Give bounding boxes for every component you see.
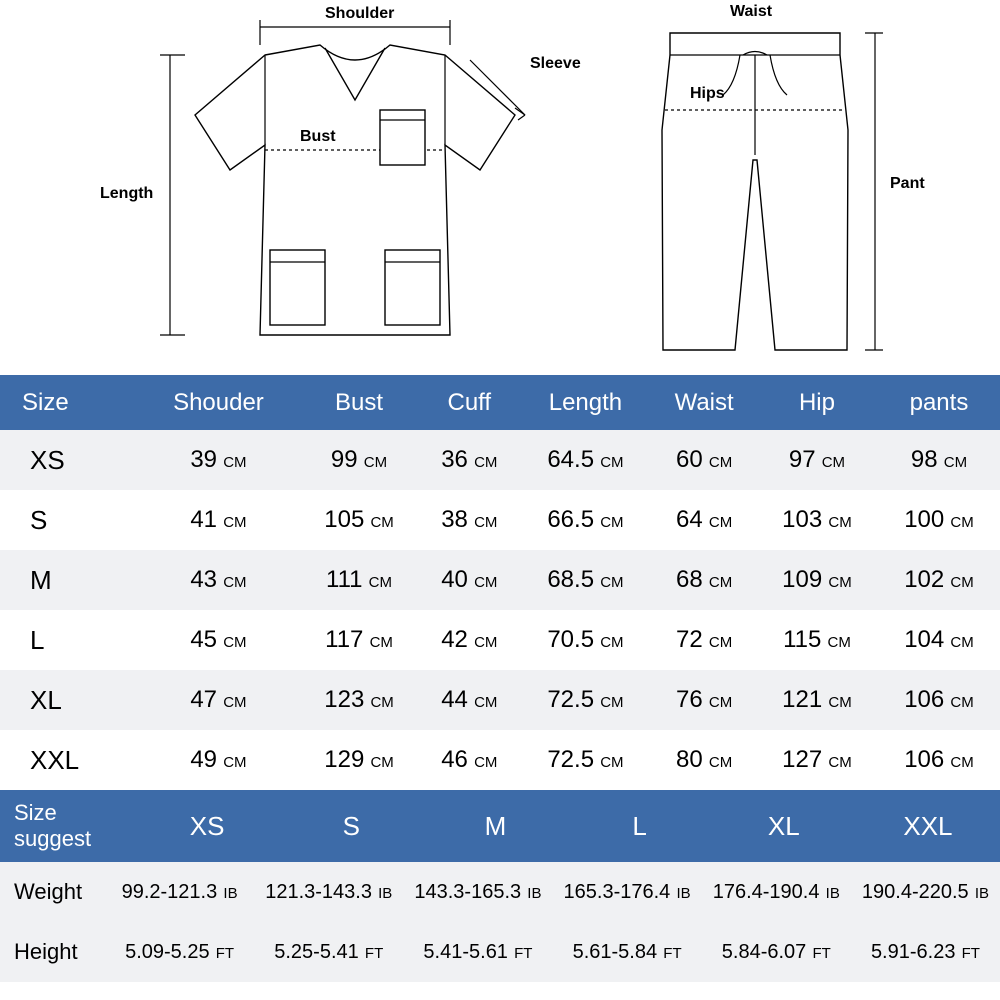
table-cell: 36 CM [420,430,519,490]
label-length: Length [100,185,153,203]
size-suggest-header: Sizesuggest XS S M L XL XXL [0,790,1000,862]
col-cuff: Cuff [420,375,519,430]
size-chart-header: Size Shouder Bust Cuff Length Waist Hip … [0,375,1000,430]
measurement-diagram: Shoulder Sleeve Bust Length Waist Hips P… [0,0,1000,375]
table-cell: 43 CM [139,550,298,610]
table-cell: 99 CM [298,430,420,490]
weight-value: 190.4-220.5 IB [851,881,1000,904]
col-size: Size [0,375,139,430]
table-cell: 64 CM [652,490,756,550]
table-cell: 70.5 CM [519,610,653,670]
table-cell: 103 CM [756,490,878,550]
table-row: XL47 CM123 CM44 CM72.5 CM76 CM121 CM106 … [0,670,1000,730]
table-row: S41 CM105 CM38 CM66.5 CM64 CM103 CM100 C… [0,490,1000,550]
table-cell: 49 CM [139,730,298,790]
table-cell: 98 CM [878,430,1000,490]
table-cell: 76 CM [652,670,756,730]
table-row: M43 CM111 CM40 CM68.5 CM68 CM109 CM102 C… [0,550,1000,610]
size-suggest-label: Sizesuggest [0,800,135,853]
height-value: 5.25-5.41 FT [254,941,403,964]
label-pant: Pant [890,175,925,193]
table-cell: XS [0,430,139,490]
height-value: 5.41-5.61 FT [403,941,552,964]
table-row: XS39 CM99 CM36 CM64.5 CM60 CM97 CM98 CM [0,430,1000,490]
table-cell: XXL [0,730,139,790]
table-cell: 104 CM [878,610,1000,670]
table-cell: 46 CM [420,730,519,790]
weight-value: 99.2-121.3 IB [105,881,254,904]
table-cell: 111 CM [298,550,420,610]
table-row: L45 CM117 CM42 CM70.5 CM72 CM115 CM104 C… [0,610,1000,670]
suggest-size: XXL [856,811,1000,842]
table-cell: 72 CM [652,610,756,670]
table-cell: 41 CM [139,490,298,550]
suggest-size: M [423,811,567,842]
table-cell: 109 CM [756,550,878,610]
table-cell: 66.5 CM [519,490,653,550]
suggest-size: XL [712,811,856,842]
weight-value: 165.3-176.4 IB [553,881,702,904]
suggest-height-row: Height 5.09-5.25 FT 5.25-5.41 FT 5.41-5.… [0,922,1000,982]
size-chart-table: Size Shouder Bust Cuff Length Waist Hip … [0,375,1000,790]
weight-value: 143.3-165.3 IB [403,881,552,904]
label-sleeve: Sleeve [530,55,581,73]
label-waist: Waist [730,3,772,21]
col-pants: pants [878,375,1000,430]
shirt-diagram [120,0,570,370]
table-cell: 106 CM [878,730,1000,790]
table-cell: 115 CM [756,610,878,670]
table-cell: 106 CM [878,670,1000,730]
height-value: 5.91-6.23 FT [851,941,1000,964]
col-length: Length [519,375,653,430]
table-cell: 60 CM [652,430,756,490]
height-value: 5.09-5.25 FT [105,941,254,964]
table-cell: 72.5 CM [519,730,653,790]
weight-label: Weight [0,879,105,905]
weight-value: 121.3-143.3 IB [254,881,403,904]
pants-diagram [615,0,935,370]
table-cell: 80 CM [652,730,756,790]
table-cell: 47 CM [139,670,298,730]
table-cell: 45 CM [139,610,298,670]
height-value: 5.61-5.84 FT [553,941,702,964]
table-cell: 40 CM [420,550,519,610]
table-cell: 38 CM [420,490,519,550]
col-bust: Bust [298,375,420,430]
table-cell: 129 CM [298,730,420,790]
table-cell: XL [0,670,139,730]
suggest-size: XS [135,811,279,842]
table-cell: 97 CM [756,430,878,490]
table-cell: 117 CM [298,610,420,670]
table-cell: 42 CM [420,610,519,670]
suggest-weight-row: Weight 99.2-121.3 IB 121.3-143.3 IB 143.… [0,862,1000,922]
table-cell: 105 CM [298,490,420,550]
col-waist: Waist [652,375,756,430]
label-shoulder: Shoulder [325,5,394,23]
table-cell: S [0,490,139,550]
height-label: Height [0,939,105,965]
table-cell: 44 CM [420,670,519,730]
table-cell: 102 CM [878,550,1000,610]
col-shoulder: Shouder [139,375,298,430]
suggest-size: L [568,811,712,842]
table-cell: 72.5 CM [519,670,653,730]
table-cell: L [0,610,139,670]
table-cell: 39 CM [139,430,298,490]
table-cell: M [0,550,139,610]
suggest-size: S [279,811,423,842]
height-value: 5.84-6.07 FT [702,941,851,964]
table-cell: 121 CM [756,670,878,730]
weight-value: 176.4-190.4 IB [702,881,851,904]
table-row: XXL49 CM129 CM46 CM72.5 CM80 CM127 CM106… [0,730,1000,790]
label-hips: Hips [690,85,725,103]
table-cell: 68 CM [652,550,756,610]
table-cell: 68.5 CM [519,550,653,610]
table-cell: 127 CM [756,730,878,790]
table-cell: 64.5 CM [519,430,653,490]
col-hip: Hip [756,375,878,430]
label-bust: Bust [300,128,336,146]
table-cell: 100 CM [878,490,1000,550]
table-cell: 123 CM [298,670,420,730]
